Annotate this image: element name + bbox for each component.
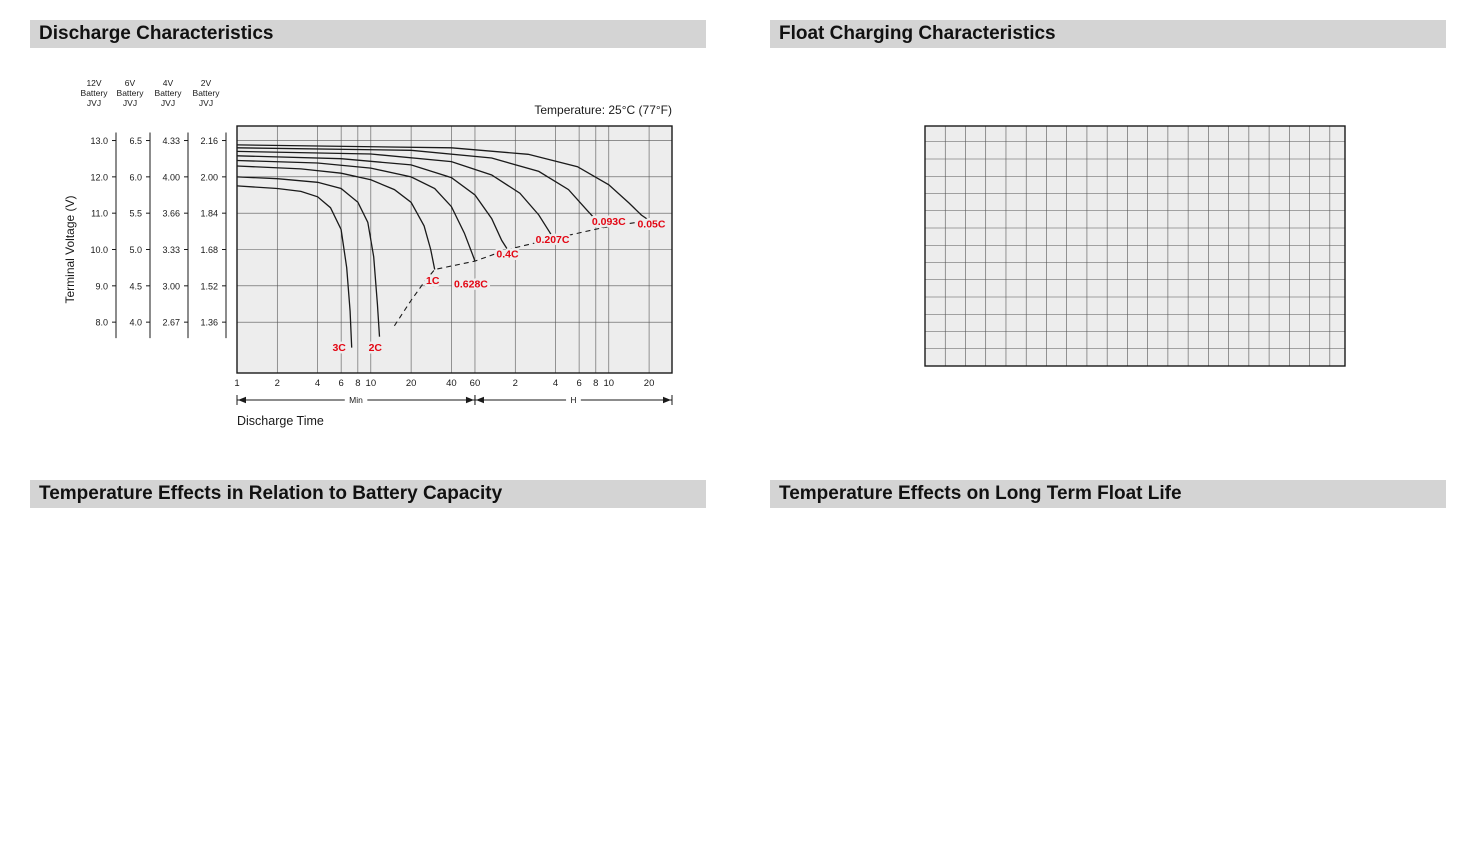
curve-label-0.05C: 0.05C [637, 219, 665, 231]
svg-text:4V: 4V [163, 78, 174, 88]
svg-text:40: 40 [446, 378, 457, 389]
axis-span-Min: Min [349, 395, 363, 405]
svg-text:6.0: 6.0 [129, 172, 142, 182]
svg-text:6.5: 6.5 [129, 136, 142, 146]
temperature-capacity-chart [30, 518, 706, 858]
section-temperature-capacity: Temperature Effects in Relation to Batte… [30, 480, 706, 858]
svg-text:2: 2 [275, 378, 280, 389]
svg-text:Battery: Battery [81, 88, 109, 98]
x-axis-label: Discharge Time [237, 414, 324, 428]
svg-text:1.52: 1.52 [200, 281, 218, 291]
svg-text:4: 4 [553, 378, 558, 389]
svg-text:Battery: Battery [155, 88, 183, 98]
section-float-charging: Float Charging Characteristics [770, 20, 1446, 463]
svg-text:12.0: 12.0 [90, 172, 108, 182]
svg-text:20: 20 [406, 378, 417, 389]
svg-text:3.33: 3.33 [162, 245, 180, 255]
curve-1C [236, 165, 436, 270]
svg-text:4.5: 4.5 [129, 281, 142, 291]
svg-text:5.5: 5.5 [129, 209, 142, 219]
curve-label-1C: 1C [426, 275, 440, 287]
float-charging-chart [924, 125, 1346, 367]
curve-label-3C: 3C [332, 342, 346, 354]
svg-text:1.36: 1.36 [200, 318, 218, 328]
svg-text:3.00: 3.00 [162, 281, 180, 291]
svg-text:JVJ: JVJ [123, 98, 137, 108]
svg-text:20: 20 [644, 378, 655, 389]
svg-text:2.16: 2.16 [200, 136, 218, 146]
grid [236, 126, 672, 373]
svg-text:2.67: 2.67 [162, 318, 180, 328]
curve-3C [236, 185, 353, 348]
svg-text:10.0: 10.0 [90, 245, 108, 255]
svg-text:11.0: 11.0 [91, 209, 108, 219]
svg-text:Battery: Battery [117, 88, 145, 98]
svg-text:JVJ: JVJ [87, 98, 101, 108]
svg-text:9.0: 9.0 [95, 281, 108, 291]
curve-0.207C [236, 150, 555, 239]
svg-text:4.33: 4.33 [162, 136, 180, 146]
curve-label-0.093C: 0.093C [592, 216, 626, 228]
svg-text:13.0: 13.0 [90, 136, 108, 146]
svg-text:JVJ: JVJ [199, 98, 213, 108]
plot-area [925, 126, 1345, 366]
svg-text:2.00: 2.00 [200, 172, 218, 182]
svg-text:5.0: 5.0 [129, 245, 142, 255]
discharge-characteristics-chart: 3C 2C 1C 0.628C 0.4C 0.207C 0.093C 0.05C Tempera… [63, 78, 673, 428]
svg-text:4.00: 4.00 [162, 172, 180, 182]
axis-span-H: H [570, 395, 576, 405]
curve-label-0.4C: 0.4C [496, 248, 519, 260]
svg-text:2V: 2V [201, 78, 212, 88]
svg-text:JVJ: JVJ [161, 98, 175, 108]
section-float-life: Temperature Effects on Long Term Float L… [770, 480, 1446, 858]
svg-text:4.0: 4.0 [129, 318, 142, 328]
svg-text:Battery: Battery [193, 88, 221, 98]
y-axis-label: Terminal Voltage (V) [63, 195, 77, 303]
plot-border [924, 125, 1346, 367]
svg-text:3.66: 3.66 [162, 209, 180, 219]
svg-text:6: 6 [338, 378, 343, 389]
section-discharge-characteristics: Discharge Characteristics 3C 2C 1C 0.628C 0.… [30, 20, 706, 463]
svg-text:6V: 6V [125, 78, 136, 88]
curve-label-0.628C: 0.628C [454, 279, 488, 291]
float-life-chart [770, 518, 1446, 858]
svg-text:8.0: 8.0 [95, 318, 108, 328]
svg-text:1: 1 [234, 378, 239, 389]
section-title-discharge: Discharge Characteristics [30, 20, 706, 48]
curve-label-2C: 2C [369, 342, 383, 354]
svg-text:1.68: 1.68 [200, 245, 218, 255]
svg-text:8: 8 [593, 378, 598, 389]
svg-text:4: 4 [315, 378, 320, 389]
section-title-float-life: Temperature Effects on Long Term Float L… [770, 480, 1446, 508]
svg-text:1.84: 1.84 [200, 209, 218, 219]
grid [925, 126, 1345, 366]
plot-border [236, 125, 673, 374]
curve-label-0.207C: 0.207C [536, 234, 570, 246]
svg-text:10: 10 [366, 378, 377, 389]
curve-0.4C [236, 155, 509, 250]
curve-0.05C [236, 144, 650, 221]
svg-text:12V: 12V [86, 78, 101, 88]
curve-2C [236, 176, 381, 337]
temperature-note: Temperature: 25°C (77°F) [534, 103, 672, 117]
section-title-float-charging: Float Charging Characteristics [770, 20, 1446, 48]
discharge-curves [236, 144, 650, 348]
svg-text:8: 8 [355, 378, 360, 389]
svg-text:2: 2 [513, 378, 518, 389]
end-of-discharge-locus [393, 219, 650, 327]
svg-text:60: 60 [470, 378, 481, 389]
section-title-temperature-capacity: Temperature Effects in Relation to Batte… [30, 480, 706, 508]
svg-text:6: 6 [576, 378, 581, 389]
curve-0.093C [236, 147, 604, 229]
svg-text:10: 10 [604, 378, 615, 389]
curve-0.628C [236, 159, 476, 262]
